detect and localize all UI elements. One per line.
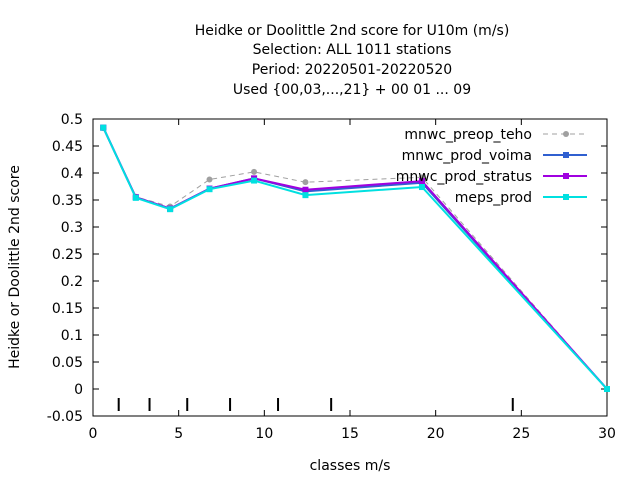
legend-marker [563,131,569,137]
data-point [251,177,258,184]
data-point [302,179,309,186]
title-line-2: Selection: ALL 1011 stations [253,42,452,58]
y-tick-label: 0.5 [61,112,83,128]
y-tick-label: 0.3 [61,220,83,236]
series-line-mnwc_prod_stratus [102,127,608,390]
title-line-3: Period: 20220501-20220520 [252,62,452,78]
y-tick-label: 0.35 [52,193,83,209]
data-point [206,186,213,193]
x-axis-label: classes m/s [310,458,391,474]
y-tick-label: 0.4 [61,166,83,182]
legend-marker [563,194,569,200]
data-point [100,124,107,131]
x-tick-label: 25 [512,426,530,442]
data-point [251,168,258,175]
y-tick-label: 0.1 [61,328,83,344]
data-point [132,194,139,201]
legend-marker [563,152,569,158]
x-tick-label: 0 [89,426,98,442]
x-tick-label: 15 [341,426,359,442]
legend-label-mnwc_prod_stratus: mnwc_prod_stratus [396,169,532,185]
series-line-mnwc_preop_teho [102,127,608,390]
y-axis-label: Heidke or Doolittle 2nd score [7,165,23,369]
x-tick-label: 30 [598,426,616,442]
data-point [206,176,213,183]
data-point [418,184,425,191]
plot-area: -0.05 0 0.05 0.1 0.15 0.2 0.25 0.3 0.35 0.4 0.45 0.… [47,112,616,442]
x-tick-label: 10 [255,426,273,442]
y-tick-label: -0.05 [47,409,83,425]
y-tick-label: 0.45 [52,139,83,155]
data-point [302,186,309,193]
y-tick-label: 0 [74,382,83,398]
data-point [302,192,309,199]
chart-title: Heidke or Doolittle 2nd score for U10m (… [195,23,510,98]
data-point [167,206,174,213]
x-tick-label: 5 [174,426,183,442]
legend-label-mnwc_preop_teho: mnwc_preop_teho [404,127,532,143]
series-line-meps_prod [102,127,608,390]
title-line-1: Heidke or Doolittle 2nd score for U10m (… [195,23,510,39]
legend-marker [563,173,569,179]
y-tick-label: 0.05 [52,355,83,371]
title-line-4: Used {00,03,...,21} + 00 01 ... 09 [233,82,471,98]
series-line-mnwc_prod_voima [102,127,608,390]
legend-label-mnwc_prod_voima: mnwc_prod_voima [402,148,532,164]
y-tick-label: 0.15 [52,301,83,317]
legend-label-meps_prod: meps_prod [455,190,532,206]
x-tick-label: 20 [427,426,445,442]
y-tick-label: 0.25 [52,247,83,263]
y-tick-label: 0.2 [61,274,83,290]
data-point [604,386,610,392]
data-point [418,178,425,185]
